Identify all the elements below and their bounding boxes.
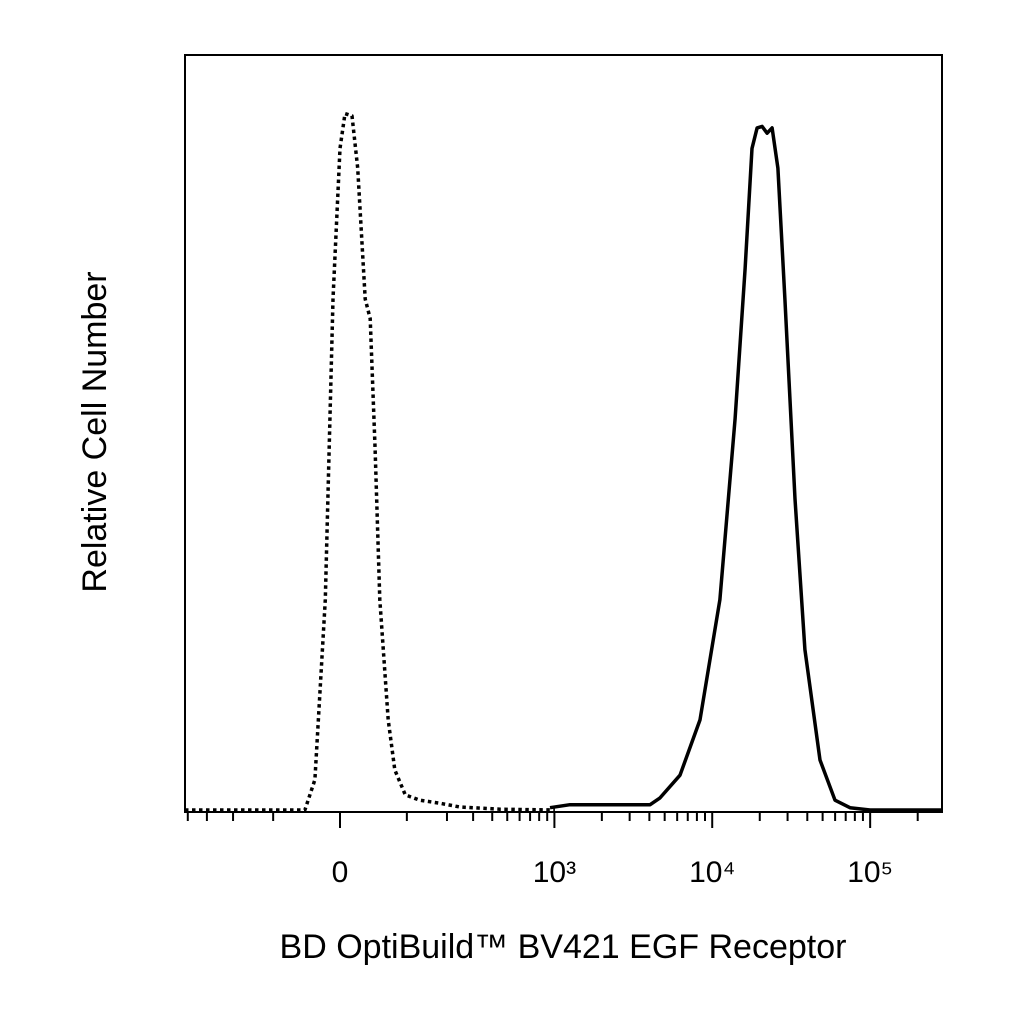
x-tick-label: 0 xyxy=(332,856,349,889)
x-tick-label: 10⁵ xyxy=(847,856,893,889)
histogram-line xyxy=(549,124,942,812)
plot-frame xyxy=(184,54,943,813)
x-axis-label: BD OptiBuild™ BV421 EGF Receptor xyxy=(280,928,847,966)
histogram-line xyxy=(185,111,555,812)
y-axis-label: Relative Cell Number xyxy=(76,271,114,592)
x-tick-label: 10³ xyxy=(533,856,576,889)
x-tick-label: 10⁴ xyxy=(689,856,735,889)
